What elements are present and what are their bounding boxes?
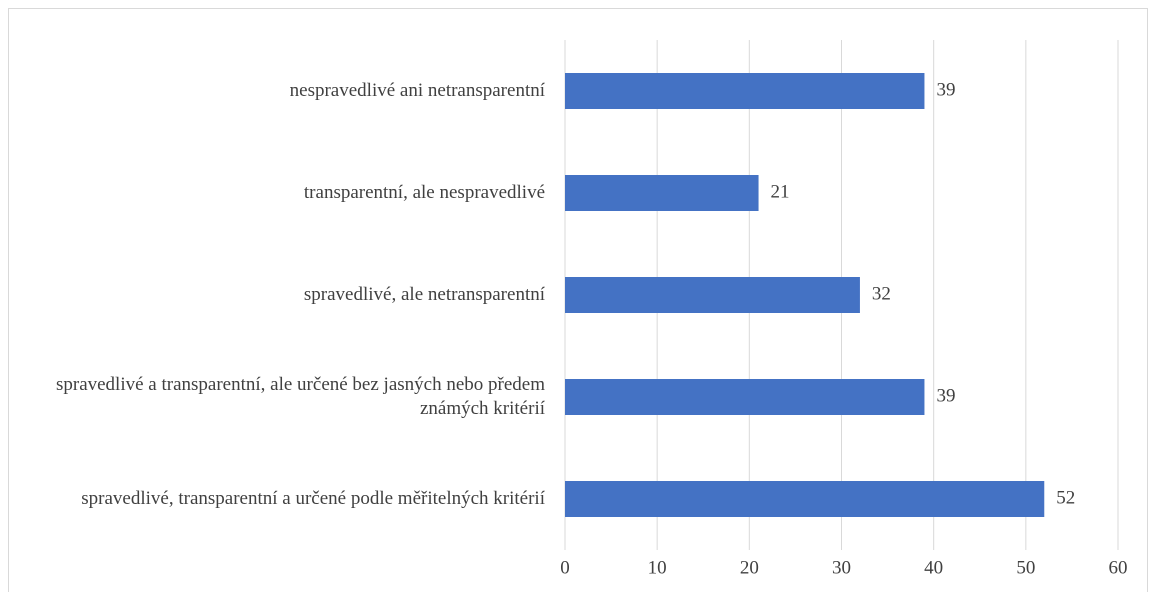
x-tick-label: 20 <box>740 557 759 578</box>
bar <box>565 379 925 415</box>
x-tick-label: 30 <box>832 557 851 578</box>
y-tick-label: spravedlivé, ale netransparentní <box>303 284 545 305</box>
y-tick-label: nespravedlivé ani netransparentní <box>289 80 545 101</box>
data-label: 39 <box>936 385 955 406</box>
chart-frame <box>8 8 1148 592</box>
data-label: 52 <box>1056 487 1075 508</box>
bar <box>565 277 860 313</box>
bar <box>565 175 759 211</box>
x-tick-label: 40 <box>924 557 943 578</box>
data-label: 32 <box>872 283 891 304</box>
y-tick-label: transparentní, ale nespravedlivé <box>303 182 545 203</box>
x-tick-label: 60 <box>1109 557 1128 578</box>
y-tick-label: spravedlivé, transparentní a určené podl… <box>81 488 545 509</box>
data-label: 39 <box>936 79 955 100</box>
y-tick-label: spravedlivé a transparentní, ale určené … <box>55 374 545 419</box>
x-tick-label: 50 <box>1016 557 1035 578</box>
data-label: 21 <box>771 181 790 202</box>
x-tick-label: 10 <box>648 557 667 578</box>
bar <box>565 481 1045 517</box>
x-tick-label: 0 <box>560 557 570 578</box>
bar <box>565 73 925 109</box>
